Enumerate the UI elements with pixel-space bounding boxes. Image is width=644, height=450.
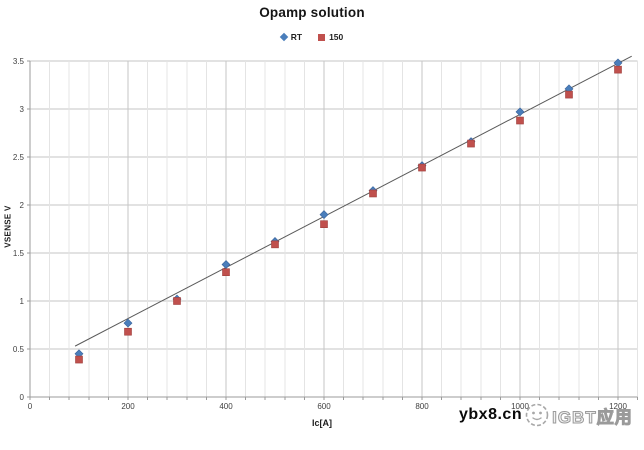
trendline bbox=[74, 55, 632, 347]
data-point-rt bbox=[221, 260, 231, 269]
data-point-150 bbox=[222, 268, 230, 277]
data-point-rt bbox=[613, 58, 623, 68]
x-tick-label: 1000 bbox=[511, 402, 529, 411]
y-tick-label: 2.5 bbox=[13, 153, 25, 162]
watermark: ybx8.cn IGBT应用 bbox=[459, 402, 633, 428]
y-tick-label: 3.5 bbox=[13, 57, 25, 66]
legend-label-rt: RT bbox=[290, 32, 303, 42]
y-tick-label: 0 bbox=[20, 393, 25, 402]
y-tick-label: 3 bbox=[20, 105, 25, 114]
x-tick-label: 200 bbox=[121, 402, 135, 411]
data-point-150 bbox=[565, 90, 573, 99]
y-tick-label: 1.5 bbox=[13, 249, 25, 258]
data-point-150 bbox=[124, 327, 132, 336]
data-point-150 bbox=[271, 240, 279, 249]
data-point-150 bbox=[467, 139, 475, 148]
x-tick-label: 1200 bbox=[609, 402, 627, 411]
data-point-150 bbox=[614, 65, 622, 74]
y-tick-label: 0.5 bbox=[13, 345, 25, 354]
x-tick-label: 0 bbox=[28, 402, 33, 411]
y-axis-title: VSENSE V bbox=[3, 205, 13, 248]
data-point-150 bbox=[369, 189, 377, 198]
data-point-rt bbox=[123, 318, 133, 328]
legend-item-150[interactable]: 150 bbox=[318, 32, 343, 42]
chart-title: Opamp solution bbox=[259, 5, 365, 20]
data-point-rt bbox=[319, 210, 329, 220]
square-marker-icon bbox=[318, 33, 326, 41]
data-point-150 bbox=[320, 220, 328, 228]
x-tick-label: 400 bbox=[219, 402, 233, 411]
x-axis-title: Ic[A] bbox=[312, 418, 332, 428]
x-tick-label: 800 bbox=[415, 402, 429, 411]
data-point-150 bbox=[173, 297, 181, 305]
y-tick-label: 1 bbox=[20, 297, 25, 306]
data-point-150 bbox=[418, 163, 426, 172]
data-point-150 bbox=[75, 355, 83, 364]
watermark-brand-text: IGBT应用 bbox=[552, 407, 633, 427]
y-tick-label: 2 bbox=[20, 201, 25, 210]
x-tick-label: 600 bbox=[317, 402, 331, 411]
data-point-rt bbox=[515, 107, 525, 117]
watermark-logo-icon bbox=[525, 403, 549, 427]
chart-legend: RT 150 bbox=[0, 30, 624, 44]
data-point-150 bbox=[516, 116, 524, 125]
legend-label-150: 150 bbox=[329, 32, 344, 42]
watermark-site-text: ybx8.cn bbox=[459, 406, 523, 423]
legend-item-rt[interactable]: RT bbox=[279, 32, 303, 42]
